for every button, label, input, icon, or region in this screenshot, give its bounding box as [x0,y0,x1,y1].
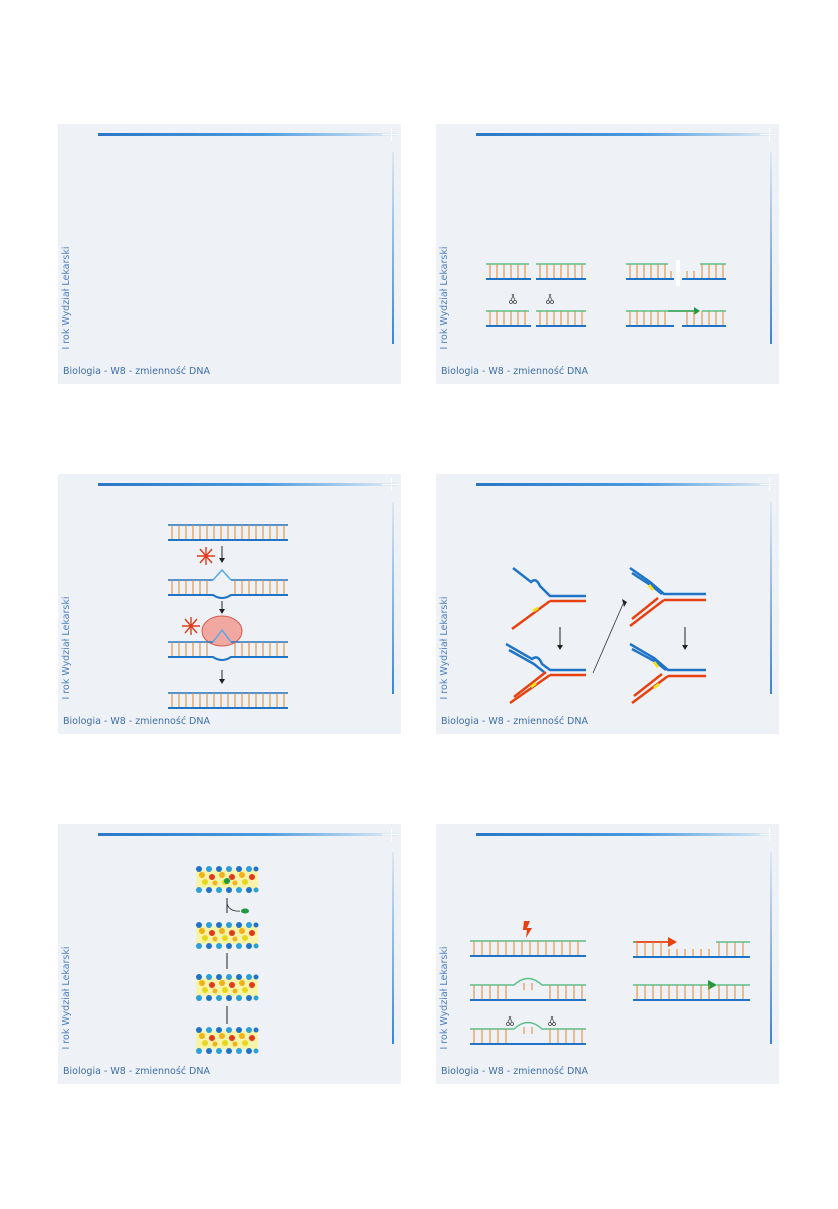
dna-duplex-intact [486,263,586,280]
scissors-icon [509,293,517,304]
scissors-icon [548,1015,556,1026]
corner-cross-vertical [391,828,392,841]
corner-cross-vertical [769,478,770,491]
arrow-right-icon [694,307,700,315]
slide-side-line [392,852,394,1044]
corner-cross [760,134,776,135]
scissors-icon [506,1015,514,1026]
slide-6: I rok Wydział Lekarski Biologia - W8 - z… [436,824,779,1084]
slide-2: I rok Wydział Lekarski Biologia - W8 - z… [436,124,779,384]
slide-side-line [770,852,772,1044]
slide-header-line [476,483,776,486]
corner-cross-vertical [391,128,392,141]
dna-duplex-4-repaired [168,692,288,709]
fork-1 [511,567,586,631]
slide-side-line [770,502,772,694]
slide-side-line [392,152,394,344]
base-pair-model-diagram [196,866,259,1054]
slide-side-line [770,152,772,344]
fork-2 [505,642,586,705]
slide-header-line [98,833,398,836]
arrow-right-icon [668,937,677,947]
corner-cross-vertical [769,128,770,141]
nucleotide-excision-diagram [470,921,750,1045]
base-pair-block-2 [196,922,259,949]
corner-cross [382,484,398,485]
lightning-icon [523,921,532,938]
slide-4: I rok Wydział Lekarski Biologia - W8 - z… [436,474,779,734]
base-pair-block-4 [196,1027,259,1054]
slide-footer: Biologia - W8 - zmienność DNA [441,1066,588,1077]
dna-duplex-synthesis [626,307,726,327]
base-pair-block-3 [196,974,259,1001]
corner-cross [760,834,776,835]
dna-duplex-2-dimer [168,568,288,599]
corner-cross-vertical [391,478,392,491]
corner-cross [382,134,398,135]
photolyase-repair-diagram [168,524,288,709]
slide-footer: Biologia - W8 - zmienność DNA [63,716,210,727]
corner-cross [382,834,398,835]
slide-footer: Biologia - W8 - zmienność DNA [63,366,210,377]
slide-footer: Biologia - W8 - zmienność DNA [63,1066,210,1077]
slide-1: I rok Wydział Lekarski Biologia - W8 - z… [58,124,401,384]
dna-duplex-damaged [470,940,586,957]
dna-duplex-cut [486,310,586,327]
slide-header-line [98,483,398,486]
replication-fork-diagram [505,566,706,705]
dna-duplex-3-bound [168,628,288,661]
star-burst-icon [182,617,200,635]
dna-duplex-excision [470,1021,586,1045]
methyl-released [241,908,249,914]
slide-3: I rok Wydział Lekarski Biologia - W8 - z… [58,474,401,734]
slide-header-line [476,833,776,836]
fork-transition-line [592,603,624,674]
slide-footer: Biologia - W8 - zmienność DNA [441,716,588,727]
slide-5: I rok Wydział Lekarski Biologia - W8 - z… [58,824,401,1084]
star-burst-icon [197,547,215,565]
excision-repair-diagram [486,260,726,327]
corner-cross [760,484,776,485]
slide-header-line [476,133,776,136]
fork-3 [629,566,706,627]
dna-duplex-ligated [633,980,750,1001]
methyl-group [224,878,230,884]
slide-footer: Biologia - W8 - zmienność DNA [441,366,588,377]
corner-cross-vertical [769,828,770,841]
dna-duplex-bulge [470,977,586,1001]
fork-4 [629,642,706,704]
side-label: I rok Wydział Lekarski [61,246,72,350]
dna-duplex-gap [626,260,726,286]
arrow-right-icon [708,980,717,990]
dna-duplex-resynthesis [633,937,750,958]
scissors-icon [546,293,554,304]
slide-header-line [98,133,398,136]
slide-side-line [392,502,394,694]
dna-duplex-1 [168,524,288,541]
